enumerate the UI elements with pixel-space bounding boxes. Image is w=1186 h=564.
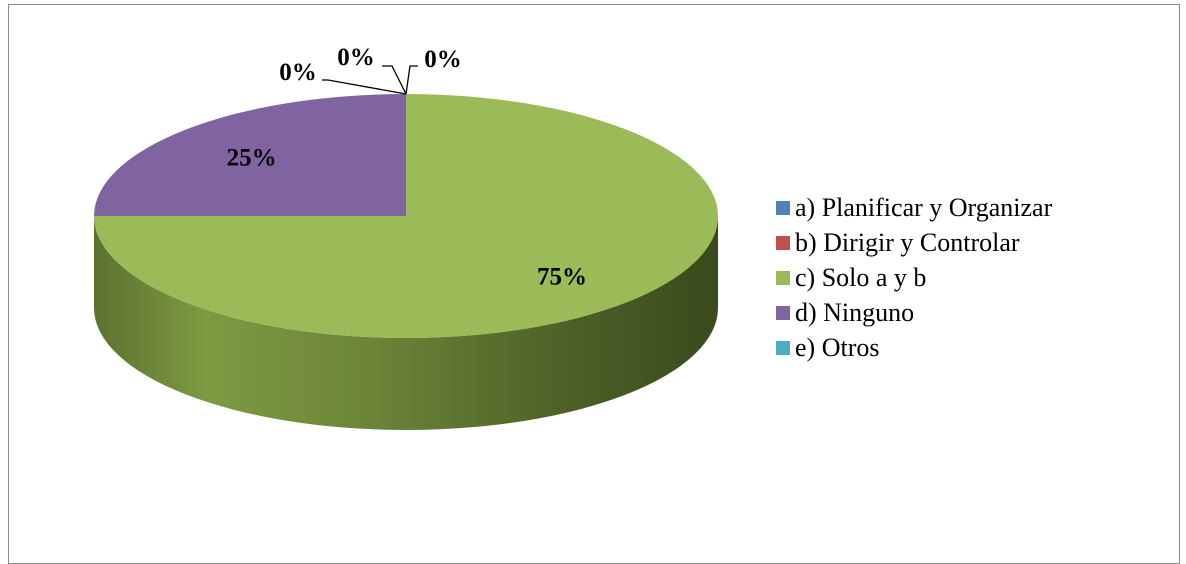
legend-item-a: a) Planificar y Organizar <box>776 190 1052 225</box>
legend-label-b: b) Dirigir y Controlar <box>795 227 1020 257</box>
legend-label-a: a) Planificar y Organizar <box>795 192 1053 222</box>
legend-item-b: b) Dirigir y Controlar <box>776 225 1052 260</box>
legend-swatch-d <box>776 305 790 320</box>
legend-item-c: c) Solo a y b <box>776 260 1052 295</box>
legend-swatch-b <box>776 235 790 250</box>
leader-line-b <box>382 65 407 95</box>
legend-label-e: e) Otros <box>795 332 880 362</box>
legend: a) Planificar y Organizar b) Dirigir y C… <box>776 190 1052 365</box>
leader-line-a <box>322 79 407 95</box>
legend-item-e: e) Otros <box>776 330 1052 365</box>
legend-label-d: d) Ninguno <box>795 297 915 327</box>
pie-slice-d <box>94 94 406 216</box>
leader-line-e <box>405 65 418 95</box>
pie-chart: 0% 0% 75% 25% 0% <box>94 44 718 430</box>
pie-side-c <box>94 216 718 430</box>
legend-swatch-a <box>776 200 790 215</box>
legend-swatch-e <box>776 340 790 355</box>
legend-swatch-c <box>776 270 790 285</box>
data-label-c: 75% <box>537 264 587 291</box>
data-label-e: 0% <box>424 46 462 73</box>
data-label-a: 0% <box>279 59 317 86</box>
data-label-b: 0% <box>337 44 375 71</box>
legend-item-d: d) Ninguno <box>776 295 1052 330</box>
legend-label-c: c) Solo a y b <box>795 262 927 292</box>
data-label-d: 25% <box>227 145 277 172</box>
